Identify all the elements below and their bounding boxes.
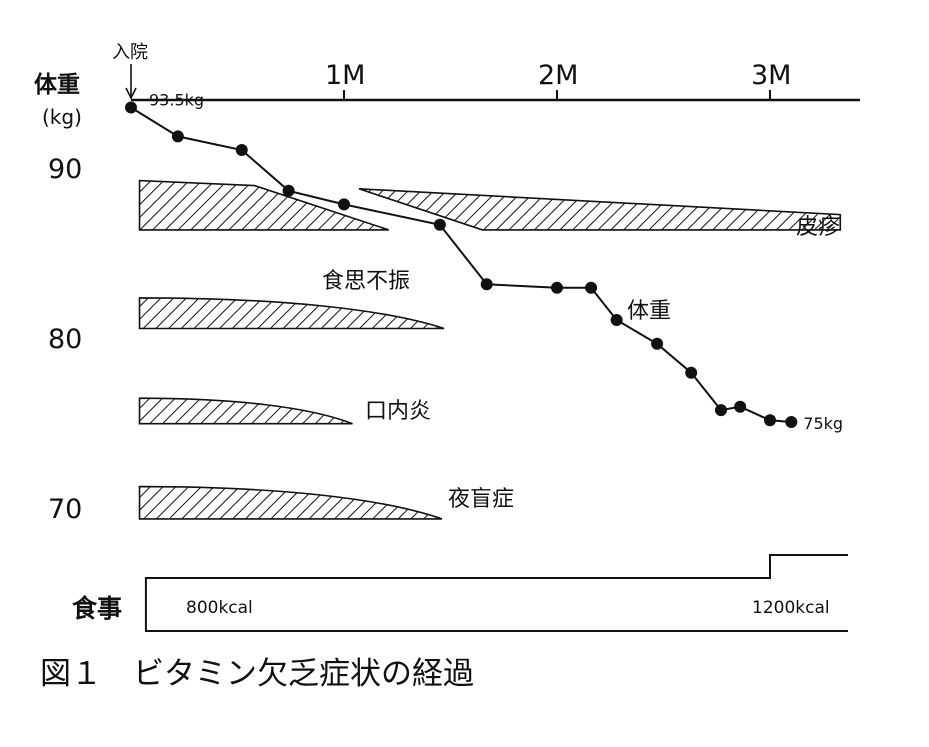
admission-arrow-head	[125, 87, 137, 100]
weight-series-label: 体重	[627, 299, 671, 324]
y-axis-ticks: 70 80 90	[48, 154, 82, 525]
weight-point	[171, 130, 184, 143]
diet-outline	[144, 554, 848, 632]
y-tick-label: 90	[48, 154, 82, 185]
rash-band	[138, 179, 389, 231]
rash-band	[358, 188, 842, 231]
night-blindness-band	[138, 485, 443, 520]
weight-point	[480, 278, 493, 291]
y-axis-label: 体重	[34, 72, 80, 98]
y-axis-unit: (kg)	[42, 105, 82, 129]
start-weight-label: 93.5kg	[149, 91, 204, 110]
weight-point	[585, 281, 598, 294]
end-weight-label: 75kg	[803, 414, 843, 433]
weight-point	[125, 101, 137, 114]
weight-point	[715, 404, 728, 417]
x-tick-label: 1M	[325, 60, 365, 91]
x-tick-label: 3M	[751, 60, 791, 91]
y-tick-label: 80	[48, 324, 82, 355]
weight-line	[130, 106, 792, 423]
weight-point	[785, 416, 798, 428]
weight-point	[610, 314, 623, 326]
weight-point	[338, 198, 350, 211]
weight-point	[651, 337, 664, 350]
weight-point	[734, 400, 747, 413]
y-tick-label: 70	[48, 494, 82, 525]
weight-point	[282, 184, 295, 197]
diet-phase-800: 800kcal	[186, 598, 253, 618]
stomatitis-band	[138, 397, 353, 425]
anorexia-label: 食思不振	[322, 269, 410, 294]
stomatitis-label: 口内炎	[365, 399, 431, 424]
time-axis-ticks: 1M 2M 3M	[325, 60, 791, 100]
figure-caption: 図１ ビタミン欠乏症状の経過	[40, 656, 474, 692]
night-blindness-label: 夜盲症	[448, 487, 514, 512]
weight-point	[685, 366, 698, 379]
weight-point	[551, 281, 563, 294]
admission-label: 入院	[112, 42, 148, 63]
weight-point	[235, 144, 248, 156]
weight-point	[433, 218, 446, 231]
diet-phase-1200: 1200kcal	[752, 598, 830, 618]
diet-timeline: 食事 800kcal 1200kcal	[72, 554, 848, 632]
weight-series: 93.5kg 75kg 体重	[125, 91, 843, 433]
rash-label: 皮疹	[796, 215, 840, 240]
anorexia-band	[138, 297, 445, 330]
diet-label: 食事	[72, 594, 122, 623]
x-tick-label: 2M	[538, 60, 578, 91]
weight-point	[764, 414, 776, 427]
